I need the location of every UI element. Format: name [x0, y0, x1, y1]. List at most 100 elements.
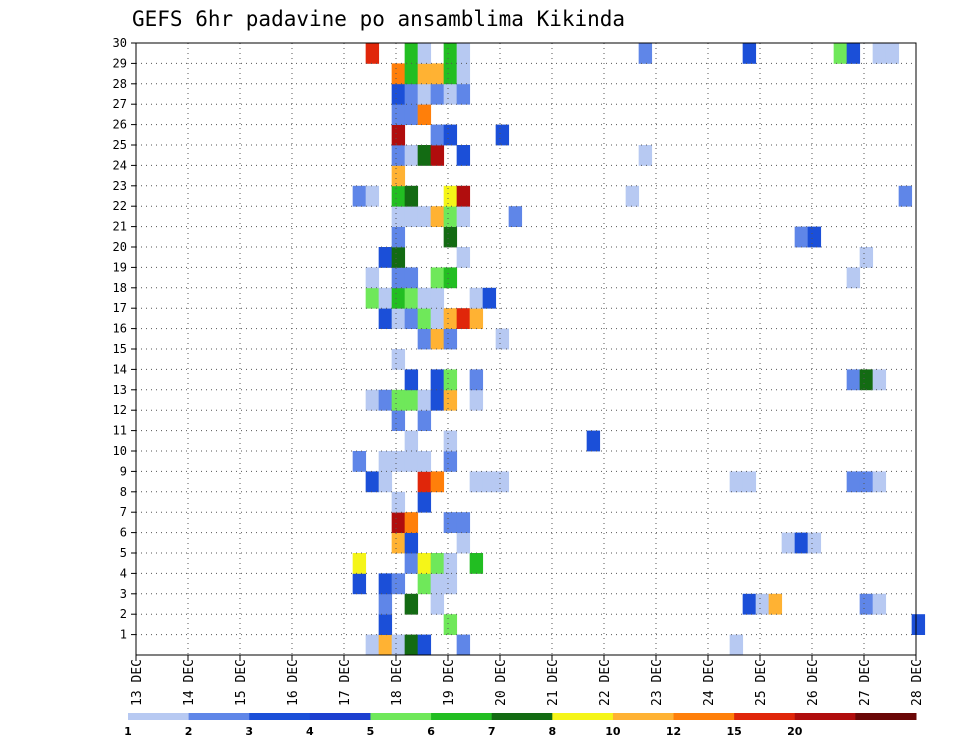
heatmap-cell [443, 267, 458, 289]
heatmap-cell [391, 573, 406, 595]
heatmap-cell [391, 451, 406, 472]
heatmap-cell [625, 185, 640, 207]
heatmap-cell [742, 471, 757, 493]
heatmap-cell [456, 512, 471, 533]
x-tick-label: 23 DEC [650, 659, 665, 706]
y-tick-label: 18 [113, 281, 127, 295]
y-tick-label: 28 [113, 77, 127, 91]
heatmap-cell [417, 389, 432, 411]
legend-tick-label: 5 [367, 725, 375, 738]
heatmap-cell [430, 63, 445, 85]
heatmap-cell [872, 369, 887, 391]
x-tick-label: 22 DEC [598, 659, 613, 706]
heatmap-cell [404, 389, 419, 411]
color-legend: 1 2 3 4 5 6 7 8 10 12 15 20 [124, 713, 917, 738]
y-tick-label: 27 [113, 97, 127, 111]
y-tick-label: 29 [113, 56, 127, 70]
heatmap-cell [417, 308, 432, 329]
heatmap-cell [456, 308, 471, 329]
heatmap-cell [378, 308, 393, 329]
heatmap-cell [391, 634, 406, 656]
legend-swatch [128, 713, 190, 720]
legend-swatch [794, 713, 856, 720]
heatmap-cell [456, 43, 471, 64]
heatmap-cell [859, 369, 874, 391]
legend-swatch [612, 713, 675, 720]
heatmap-cell [391, 63, 406, 85]
heatmap-cell [755, 593, 770, 615]
legend-tick-label: 3 [245, 725, 253, 738]
y-tick-label: 11 [113, 424, 127, 438]
heatmap-cell [417, 63, 432, 85]
x-tick-label: 14 DEC [182, 659, 197, 706]
heatmap-cell [456, 185, 471, 207]
heatmap-cell [391, 226, 406, 248]
y-tick-label: 14 [113, 362, 127, 376]
heatmap-cell [742, 43, 757, 64]
heatmap-cell [404, 369, 419, 391]
heatmap-cell [365, 471, 380, 493]
heatmap-cell [430, 389, 445, 411]
heatmap-cell [430, 553, 445, 574]
heatmap-cell [391, 491, 406, 513]
x-tick-label: 25 DEC [754, 659, 769, 706]
heatmap-cell [404, 104, 419, 125]
heatmap-cell [638, 145, 653, 166]
heatmap-cell [417, 83, 432, 105]
x-tick-label: 21 DEC [546, 659, 561, 706]
heatmap-cell [430, 267, 445, 289]
heatmap-cell [469, 471, 484, 493]
x-tick-label: 17 DEC [338, 659, 353, 706]
heatmap-cell [391, 247, 406, 268]
heatmap-cell [404, 593, 419, 615]
x-tick-label: 20 DEC [494, 659, 509, 706]
heatmap-cell [378, 451, 393, 472]
x-tick-label: 27 DEC [858, 659, 873, 706]
heatmap-cell [404, 185, 419, 207]
heatmap-cell [443, 614, 458, 635]
heatmap-cell [417, 206, 432, 227]
x-tick-label: 13 DEC [130, 659, 145, 706]
y-tick-label: 9 [120, 464, 127, 478]
heatmap-cell [872, 593, 887, 615]
heatmap-cell [365, 287, 380, 309]
y-tick-label: 22 [113, 199, 127, 213]
heatmap-cell [768, 593, 783, 615]
heatmap-cell [365, 634, 380, 656]
heatmap-cell [391, 532, 406, 554]
heatmap-cell [729, 471, 744, 493]
heatmap-cell [417, 410, 432, 431]
heatmap-cell [404, 43, 419, 64]
heatmap-cell [391, 410, 406, 431]
heatmap-cell [495, 471, 510, 493]
heatmap-cell [404, 63, 419, 85]
heatmap-cell [443, 185, 458, 207]
heatmap-cell [469, 553, 484, 574]
y-tick-label: 13 [113, 383, 127, 397]
heatmap-cell [365, 267, 380, 289]
y-tick-label: 1 [120, 628, 127, 642]
legend-swatch [309, 713, 371, 720]
heatmap-cell [443, 63, 458, 85]
legend-swatch [249, 713, 311, 720]
y-tick-label: 30 [113, 36, 127, 50]
heatmap-cell [352, 451, 367, 472]
heatmap-cell [417, 43, 432, 64]
heatmap-cell [443, 451, 458, 472]
heatmap-cell [456, 145, 471, 166]
heatmap-cell [352, 553, 367, 574]
heatmap-cell [417, 573, 432, 595]
legend-tick-label: 1 [124, 725, 132, 738]
heatmap-cell [365, 185, 380, 207]
heatmap-cell [846, 369, 861, 391]
heatmap-cell [872, 43, 887, 64]
heatmap-cell [352, 573, 367, 595]
heatmap-cell [469, 389, 484, 411]
heatmap-cell [378, 634, 393, 656]
heatmap-cell [352, 185, 367, 207]
heatmap-cell [378, 593, 393, 615]
heatmap-cell [833, 43, 848, 64]
x-tick-label: 16 DEC [286, 659, 301, 706]
heatmap-cell [443, 83, 458, 105]
heatmap-cell [417, 328, 432, 350]
